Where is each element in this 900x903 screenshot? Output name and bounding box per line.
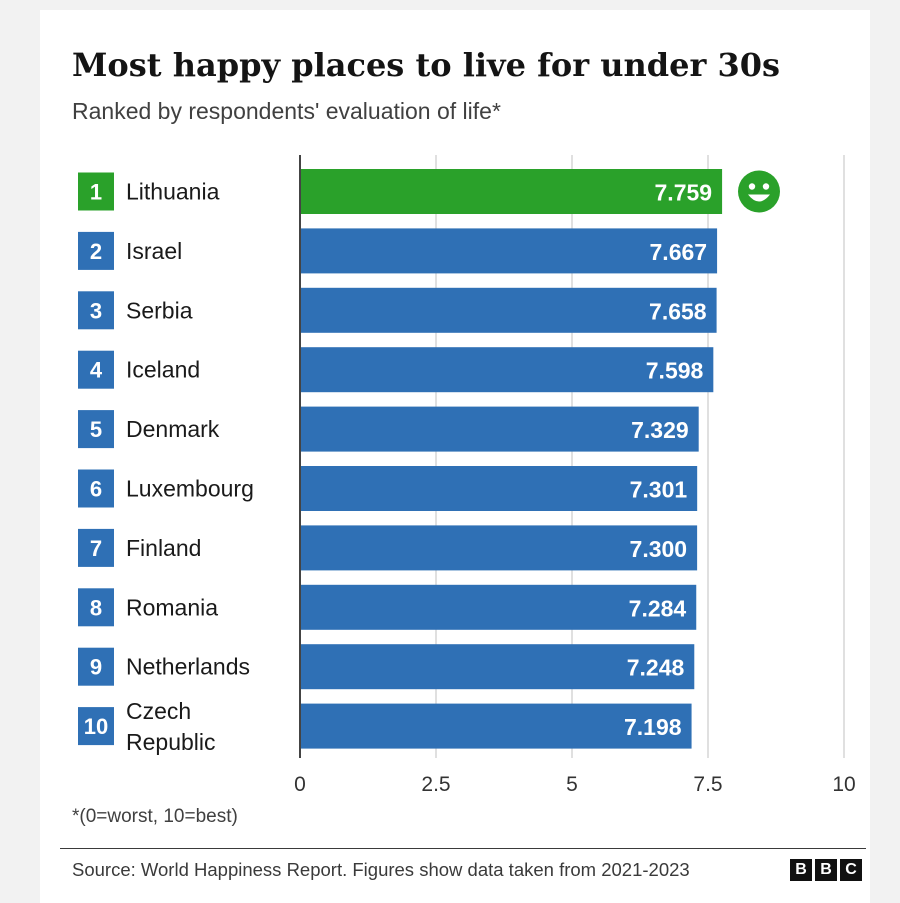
category-label: Republic: [126, 729, 216, 755]
chart-card: [40, 10, 870, 903]
category-label: Serbia: [126, 297, 193, 323]
bar-chart: 0 2.5 5 7.5 10 1 Lithuania 7.759 2 Israel 7.667 3 Se…: [78, 155, 856, 796]
bar: [300, 406, 699, 452]
bbc-logo: B B C: [790, 859, 862, 881]
value-label: 7.300: [630, 536, 688, 562]
rank-number: 10: [84, 714, 108, 739]
category-label: Lithuania: [126, 179, 220, 205]
x-tick-label: 7.5: [693, 773, 722, 796]
value-label: 7.248: [627, 655, 685, 681]
value-label: 7.667: [650, 239, 708, 265]
rank-badge: [78, 291, 114, 330]
rank-badge: [78, 350, 114, 389]
rank-badge: [78, 707, 114, 746]
x-tick-label: 2.5: [421, 773, 450, 796]
category-label: Czech: [126, 698, 191, 724]
bar: [300, 287, 717, 333]
bar: [300, 525, 698, 571]
value-label: 7.658: [649, 298, 707, 324]
chart-subtitle: Ranked by respondents' evaluation of lif…: [72, 98, 501, 124]
bar: [300, 228, 718, 274]
rank-badge: [78, 647, 114, 686]
category-label: Denmark: [126, 416, 220, 442]
category-label: Israel: [126, 238, 182, 264]
chart-title: Most happy places to live for under 30s: [72, 46, 781, 84]
smiley-eye: [748, 183, 756, 190]
rank-number: 7: [90, 536, 102, 561]
smiley-mouth: [748, 194, 770, 202]
bar: [300, 644, 695, 690]
value-label: 7.329: [631, 417, 689, 443]
rank-number: 5: [90, 417, 102, 442]
rank-number: 4: [90, 358, 103, 383]
value-label: 7.198: [624, 714, 682, 740]
rank-badge: [78, 172, 114, 211]
bar: [300, 703, 692, 749]
value-label: 7.598: [646, 358, 704, 384]
category-label: Iceland: [126, 357, 200, 383]
bar: [300, 584, 697, 630]
rank-number: 8: [90, 595, 102, 620]
rank-number: 1: [90, 180, 102, 205]
value-label: 7.759: [655, 180, 713, 206]
logo-letter: C: [840, 859, 862, 881]
rank-badge: [78, 410, 114, 449]
smiley-face-icon: [738, 170, 780, 213]
rank-number: 9: [90, 655, 102, 680]
value-label: 7.284: [629, 595, 687, 621]
rank-number: 6: [90, 477, 102, 502]
rank-badge: [78, 231, 114, 270]
source-divider: [60, 848, 866, 849]
rank-badge: [78, 469, 114, 508]
smiley-face: [738, 170, 780, 213]
bar: [300, 466, 698, 511]
x-tick-label: 0: [294, 773, 306, 796]
x-tick-label: 5: [566, 773, 578, 796]
category-label: Netherlands: [126, 654, 250, 680]
rank-number: 2: [90, 239, 102, 264]
x-tick-label: 10: [832, 773, 855, 796]
rank-number: 3: [90, 298, 102, 323]
category-label: Romania: [126, 594, 218, 620]
value-label: 7.301: [630, 477, 688, 503]
logo-letter: B: [815, 859, 837, 881]
bar: [300, 347, 714, 393]
bar: [300, 169, 723, 214]
rank-badge: [78, 588, 114, 627]
rank-badge: [78, 528, 114, 567]
logo-letter: B: [790, 859, 812, 881]
category-label: Finland: [126, 535, 201, 561]
category-label: Luxembourg: [126, 476, 254, 502]
smiley-eye: [762, 183, 770, 190]
source-note: Source: World Happiness Report. Figures …: [72, 859, 690, 880]
chart-footnote: *(0=worst, 10=best): [72, 806, 238, 827]
